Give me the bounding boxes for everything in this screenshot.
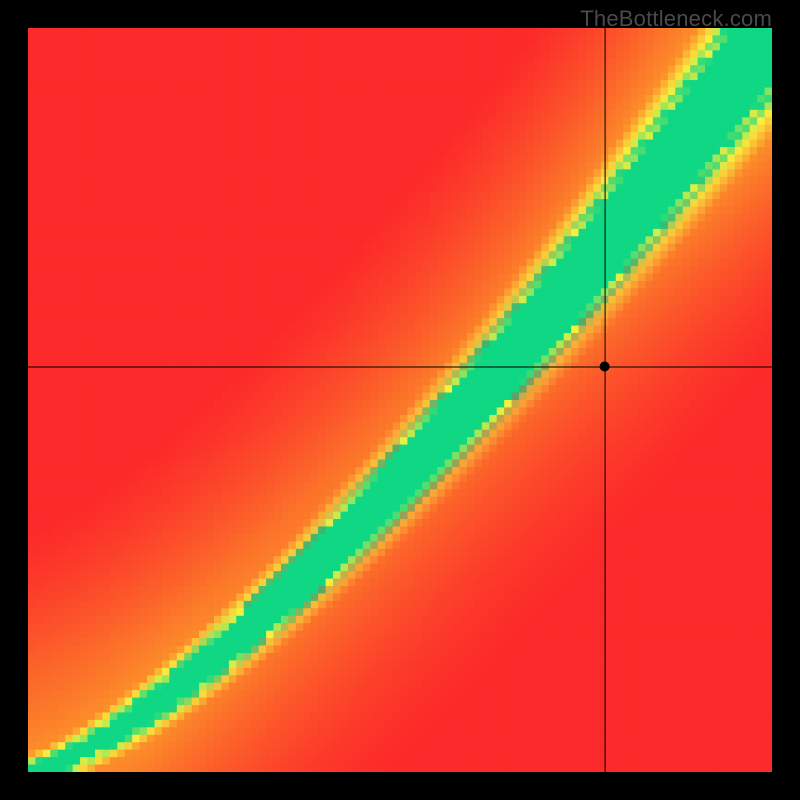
chart-container: TheBottleneck.com — [0, 0, 800, 800]
bottleneck-heatmap — [28, 28, 772, 772]
watermark: TheBottleneck.com — [580, 6, 772, 32]
